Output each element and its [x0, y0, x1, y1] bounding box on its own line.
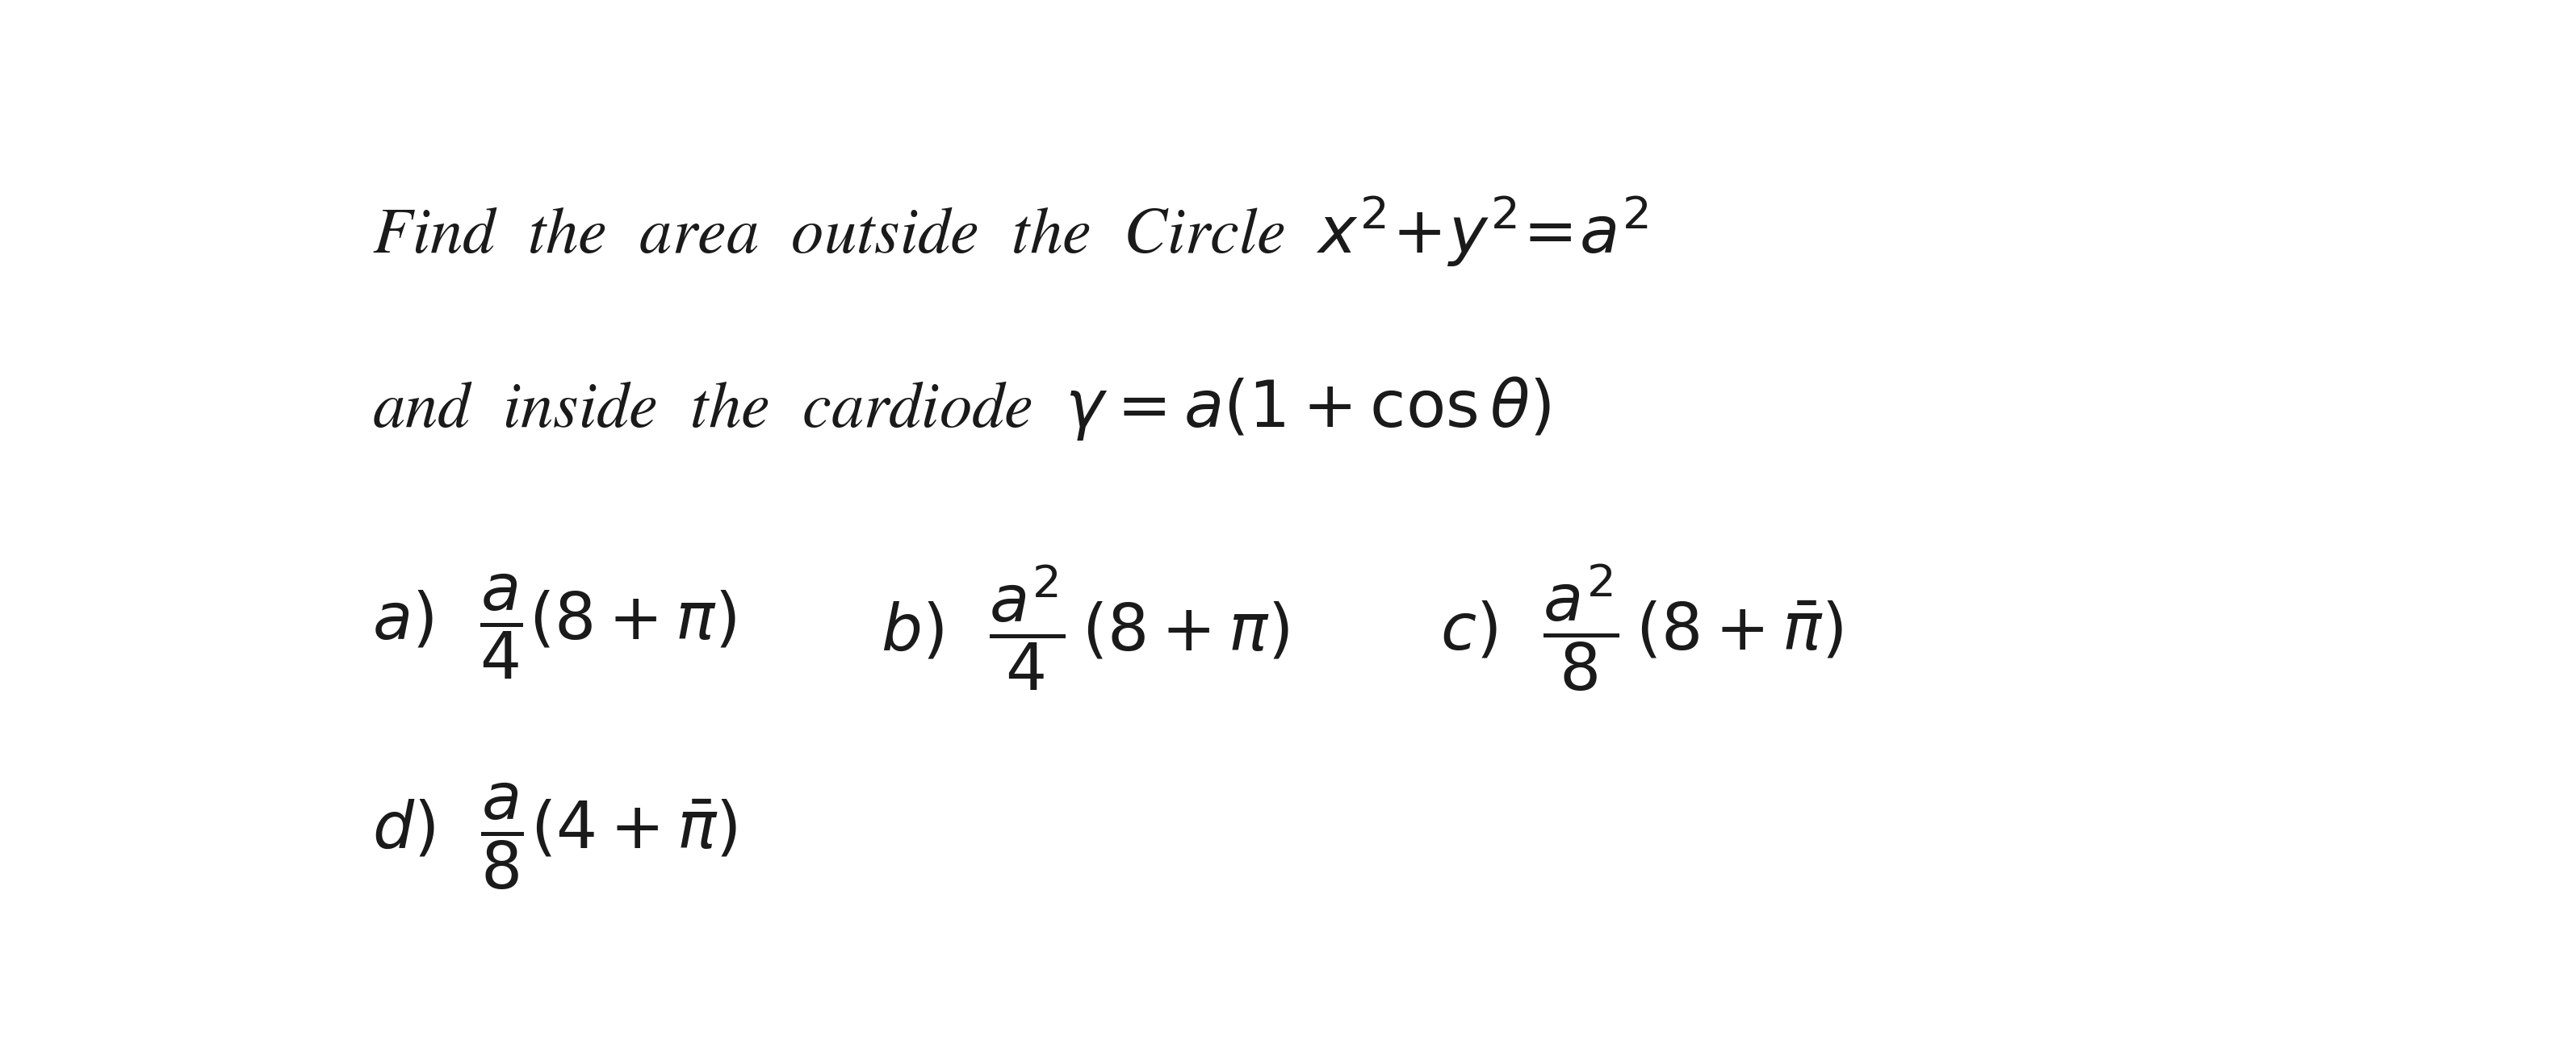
Text: $\mathit{a)}\ \ \dfrac{\mathit{a}}{4}(\mathit{8}+\pi)$: $\mathit{a)}\ \ \dfrac{\mathit{a}}{4}(\m… [371, 572, 737, 681]
Text: $\mathit{b)}\ \ \dfrac{\mathit{a}^2}{4}\,(\mathit{8}+\pi)$: $\mathit{b)}\ \ \dfrac{\mathit{a}^2}{4}\… [881, 561, 1288, 692]
Text: $\mathit{c)}\ \ \dfrac{\mathit{a}^2}{8}\,(\mathit{8}+\bar{\pi})$: $\mathit{c)}\ \ \dfrac{\mathit{a}^2}{8}\… [1440, 560, 1842, 692]
Text: Find  the  area  outside  the  Circle  $\mathit{x}^2\!+\!\mathit{y}^2\!=\!\mathi: Find the area outside the Circle $\mathi… [371, 193, 1649, 269]
Text: $\mathit{d)}\ \ \dfrac{\mathit{a}}{8}(\mathit{4}+\bar{\pi})$: $\mathit{d)}\ \ \dfrac{\mathit{a}}{8}(\m… [371, 782, 737, 892]
Text: and  inside  the  cardiode  $\mathit{\gamma} = \mathit{a}(\mathit{1} + \cos\math: and inside the cardiode $\mathit{\gamma}… [371, 374, 1551, 443]
